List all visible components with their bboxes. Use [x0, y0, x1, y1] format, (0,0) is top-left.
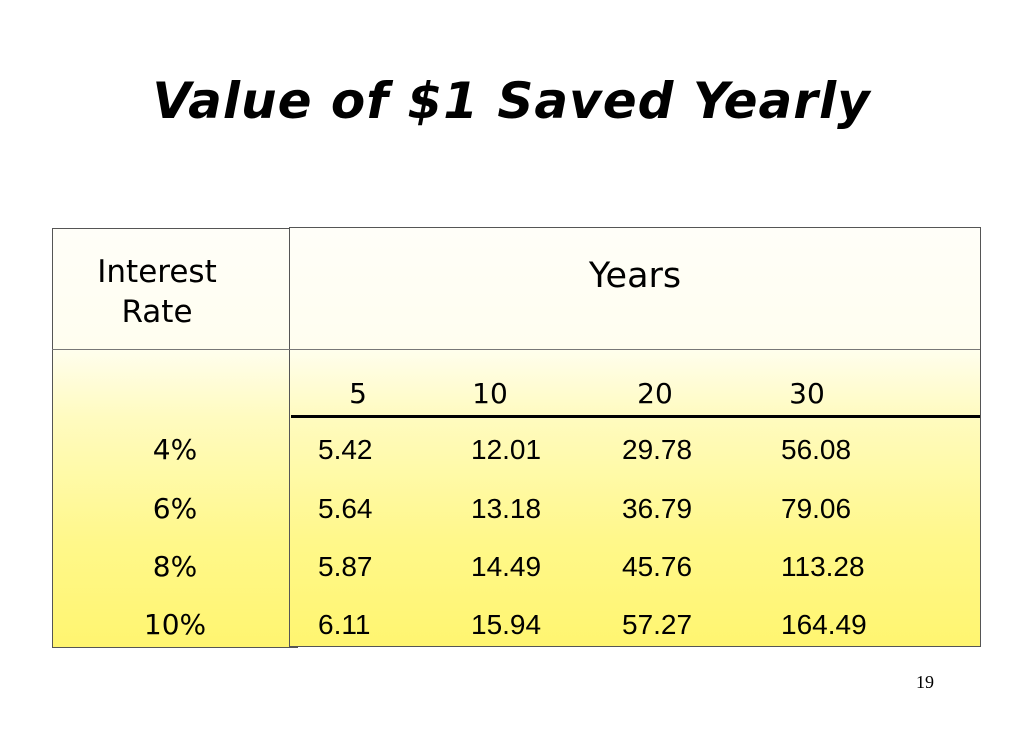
- value-cell: 29.78: [622, 434, 693, 465]
- value-cell: 12.01: [471, 434, 542, 465]
- value-cell: 15.94: [471, 609, 542, 640]
- rate-header-line1: Interest: [97, 254, 217, 290]
- year-label-10: 10: [472, 377, 508, 410]
- years-column-panel: [289, 227, 981, 647]
- year-label-20: 20: [637, 377, 673, 410]
- value-cell: 5.42: [318, 434, 373, 465]
- rate-header-line2: Rate: [121, 294, 193, 330]
- year-label-5: 5: [349, 377, 367, 410]
- rate-cell: 4%: [152, 433, 198, 466]
- page-title: Value of $1 Saved Yearly: [152, 72, 871, 130]
- value-cell: 164.49: [781, 609, 867, 640]
- year-header-rule: [291, 415, 980, 418]
- rate-column-panel: [52, 228, 298, 648]
- value-cell: 6.11: [318, 609, 371, 640]
- value-cell: 14.49: [471, 551, 542, 582]
- value-cell: 57.27: [622, 609, 693, 640]
- header-divider-left: [52, 349, 290, 350]
- value-cell: 5.87: [318, 551, 373, 582]
- rate-cell: 8%: [152, 550, 198, 583]
- value-cell: 113.28: [781, 551, 865, 582]
- page-number: 19: [916, 672, 934, 692]
- year-label-30: 30: [789, 377, 825, 410]
- value-cell: 79.06: [781, 493, 852, 524]
- rate-column-header: Interest Rate: [52, 252, 262, 332]
- value-cell: 5.64: [318, 493, 373, 524]
- value-cell: 45.76: [622, 551, 693, 582]
- value-cell: 36.79: [622, 493, 693, 524]
- header-divider-right: [290, 349, 980, 350]
- rate-cell: 6%: [152, 492, 198, 525]
- value-cell: 13.18: [471, 493, 542, 524]
- years-column-header: Years: [588, 256, 682, 296]
- value-cell: 56.08: [781, 434, 852, 465]
- rate-cell: 10%: [143, 608, 207, 641]
